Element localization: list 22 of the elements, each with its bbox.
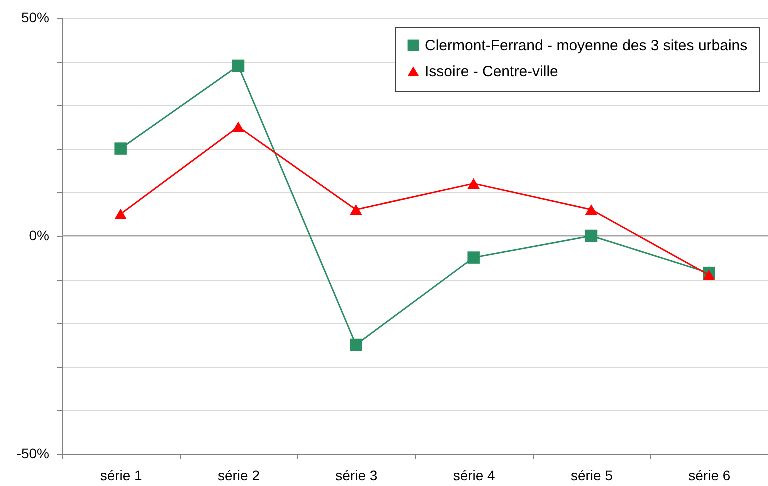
- point: [114, 142, 127, 155]
- y-tick-label: 50%: [21, 10, 50, 26]
- point: [468, 252, 480, 264]
- x-tick-label: série 2: [218, 468, 260, 484]
- point: [585, 230, 598, 242]
- x-tick-label: série 3: [336, 468, 378, 484]
- point: [350, 204, 362, 216]
- legend-label: Issoire - Centre-ville: [425, 64, 558, 80]
- point: [232, 60, 245, 72]
- point: [468, 178, 480, 189]
- y-tick-label: -50%: [16, 446, 50, 462]
- legend-label: Clermont-Ferrand - moyenne des 3 sites urbains: [425, 38, 748, 54]
- y-tick-label: 0%: [29, 228, 50, 244]
- x-tick-label: série 4: [453, 468, 496, 484]
- x-tick-label: série 1: [100, 468, 143, 484]
- point: [350, 338, 362, 352]
- point: [703, 270, 716, 281]
- point: [585, 204, 598, 216]
- x-tick-label: série 6: [688, 468, 731, 484]
- point: [232, 122, 245, 132]
- x-tick-label: série 5: [570, 468, 614, 484]
- point: [114, 208, 127, 220]
